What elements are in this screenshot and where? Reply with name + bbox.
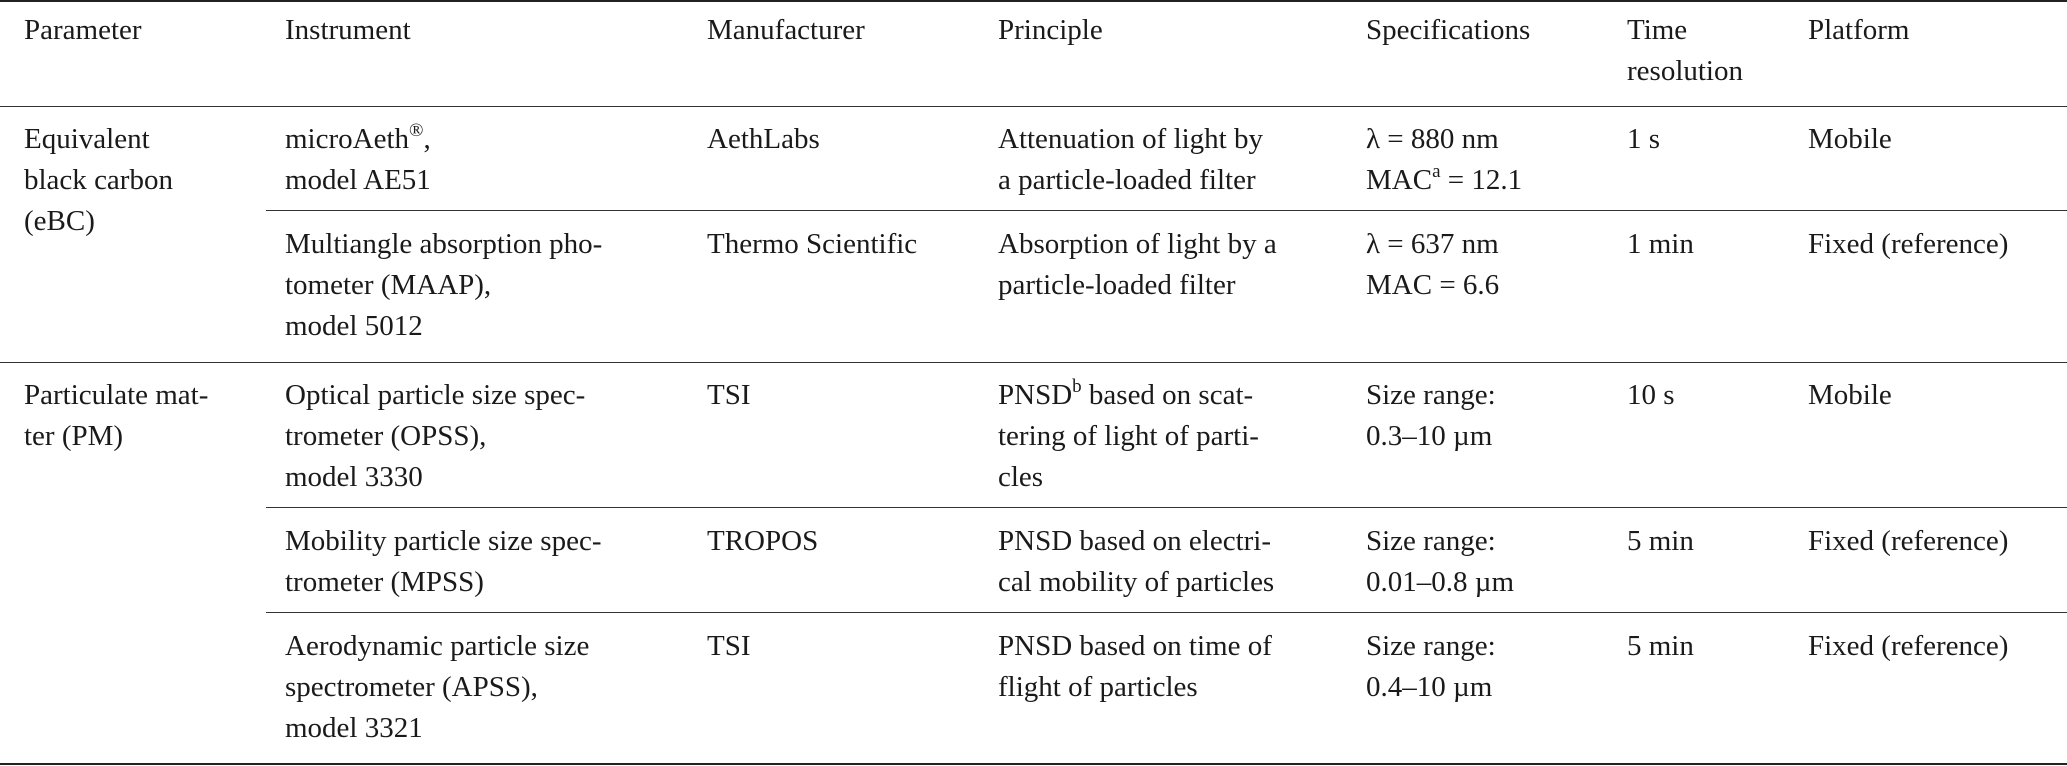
instrument-line: model 3330: [285, 461, 423, 493]
header-time-resolution-line: resolution: [1627, 55, 1743, 87]
header-principle: Principle: [998, 14, 1103, 46]
spec-mac-value: = 12.1: [1440, 164, 1523, 196]
principle-cell: PNSD based on time of flight of particle…: [998, 626, 1272, 708]
platform-cell: Fixed (reference): [1808, 525, 2009, 557]
footnote-mark: b: [1072, 376, 1082, 397]
spec-line: λ = 880 nm: [1366, 123, 1499, 155]
principle-line: a particle-loaded filter: [998, 164, 1256, 196]
time-resolution-cell: 5 min: [1627, 630, 1694, 662]
spec-line: Size range:: [1366, 630, 1496, 662]
spec-line: λ = 637 nm: [1366, 228, 1499, 260]
instrument-name: microAeth: [285, 123, 410, 155]
principle-line: cal mobility of particles: [998, 566, 1275, 598]
header-time-resolution-line: Time: [1627, 14, 1688, 46]
spec-line: 0.01–0.8 µm: [1366, 566, 1515, 598]
instrument-line: Mobility particle size spec-: [285, 525, 602, 557]
header-rule: [0, 106, 2067, 107]
instrument-line: Multiangle absorption pho-: [285, 228, 603, 260]
time-resolution-cell: 10 s: [1627, 379, 1675, 411]
instrument-cell: Multiangle absorption pho- tometer (MAAP…: [285, 224, 602, 347]
instrument-line: Aerodynamic particle size: [285, 630, 590, 662]
platform-cell: Fixed (reference): [1808, 630, 2009, 662]
spec-line: 0.4–10 µm: [1366, 671, 1493, 703]
manufacturer-cell: TSI: [707, 379, 751, 411]
platform-cell: Fixed (reference): [1808, 228, 2009, 260]
principle-cell: Attenuation of light by a particle-loade…: [998, 119, 1263, 201]
footnote-mark: a: [1432, 161, 1441, 182]
principle-line: cles: [998, 461, 1044, 493]
parameter-cell: Equivalent black carbon (eBC): [24, 119, 238, 242]
parameter-line: Particulate mat-: [24, 379, 209, 411]
header-platform: Platform: [1808, 14, 1910, 46]
row-divider: [266, 210, 2067, 211]
principle-cell: PNSD based on electri- cal mobility of p…: [998, 521, 1274, 603]
manufacturer-cell: TROPOS: [707, 525, 819, 557]
header-manufacturer: Manufacturer: [707, 14, 865, 46]
principle-cell: Absorption of light by a particle-loaded…: [998, 224, 1277, 306]
parameter-word: carbon: [94, 164, 173, 196]
instrument-line: model AE51: [285, 164, 431, 196]
parameter-line: Equivalent: [24, 123, 150, 155]
principle-line: PNSD based on time of: [998, 630, 1272, 662]
header-parameter: Parameter: [24, 14, 142, 46]
instrument-cell: Optical particle size spec- trometer (OP…: [285, 375, 585, 498]
specifications-cell: Size range: 0.4–10 µm: [1366, 626, 1496, 708]
registered-mark: ®: [409, 120, 424, 141]
instrument-cell: microAeth®, model AE51: [285, 119, 431, 201]
specifications-cell: λ = 880 nm MACa = 12.1: [1366, 119, 1522, 201]
time-resolution-cell: 5 min: [1627, 525, 1694, 557]
principle-line: Absorption of light by a: [998, 228, 1277, 260]
instrument-line: model 5012: [285, 310, 423, 342]
instrument-line: tometer (MAAP),: [285, 269, 492, 301]
parameter-word: black: [24, 164, 87, 196]
spec-line: Size range:: [1366, 379, 1496, 411]
instrument-line: spectrometer (APSS),: [285, 671, 538, 703]
platform-cell: Mobile: [1808, 379, 1892, 411]
principle-line: particle-loaded filter: [998, 269, 1236, 301]
time-resolution-cell: 1 s: [1627, 123, 1661, 155]
principle-text: based on scat-: [1081, 379, 1254, 411]
principle-line: Attenuation of light by: [998, 123, 1263, 155]
group-rule: [0, 362, 2067, 363]
platform-cell: Mobile: [1808, 123, 1892, 155]
parameter-line: ter (PM): [24, 420, 124, 452]
parameter-cell: Particulate mat- ter (PM): [24, 375, 208, 457]
spec-mac: MAC: [1366, 164, 1433, 196]
instrument-line: microAeth®,: [285, 119, 431, 160]
manufacturer-cell: TSI: [707, 630, 751, 662]
instrument-cell: Mobility particle size spec- trometer (M…: [285, 521, 601, 603]
specifications-cell: Size range: 0.01–0.8 µm: [1366, 521, 1514, 603]
table-top-rule: [0, 0, 2067, 2]
manufacturer-cell: AethLabs: [707, 123, 820, 155]
time-resolution-cell: 1 min: [1627, 228, 1694, 260]
principle-line: tering of light of parti-: [998, 420, 1259, 452]
manufacturer-cell: Thermo Scientific: [707, 228, 918, 260]
principle-pnsd: PNSD: [998, 379, 1073, 411]
instrument-cell: Aerodynamic particle size spectrometer (…: [285, 626, 589, 749]
parameter-line: black carbon: [24, 160, 238, 201]
row-divider: [266, 612, 2067, 613]
table-bottom-rule: [0, 763, 2067, 765]
parameter-line: (eBC): [24, 205, 95, 237]
principle-line: flight of particles: [998, 671, 1198, 703]
spec-line: 0.3–10 µm: [1366, 420, 1493, 452]
spec-line: MAC = 6.6: [1366, 269, 1500, 301]
spec-line: MACa = 12.1: [1366, 160, 1522, 201]
instrument-line: Optical particle size spec-: [285, 379, 586, 411]
principle-cell: PNSDb based on scat- tering of light of …: [998, 375, 1259, 498]
header-instrument: Instrument: [285, 14, 411, 46]
row-divider: [266, 507, 2067, 508]
header-specifications: Specifications: [1366, 14, 1531, 46]
specifications-cell: λ = 637 nm MAC = 6.6: [1366, 224, 1499, 306]
instrument-line: trometer (OPSS),: [285, 420, 487, 452]
instrument-line: model 3321: [285, 712, 423, 744]
principle-line: PNSD based on electri-: [998, 525, 1272, 557]
instrument-comma: ,: [423, 123, 431, 155]
header-time-resolution: Time resolution: [1627, 10, 1743, 92]
spec-line: Size range:: [1366, 525, 1496, 557]
specifications-cell: Size range: 0.3–10 µm: [1366, 375, 1496, 457]
principle-line: PNSDb based on scat-: [998, 375, 1259, 416]
instrument-line: trometer (MPSS): [285, 566, 484, 598]
